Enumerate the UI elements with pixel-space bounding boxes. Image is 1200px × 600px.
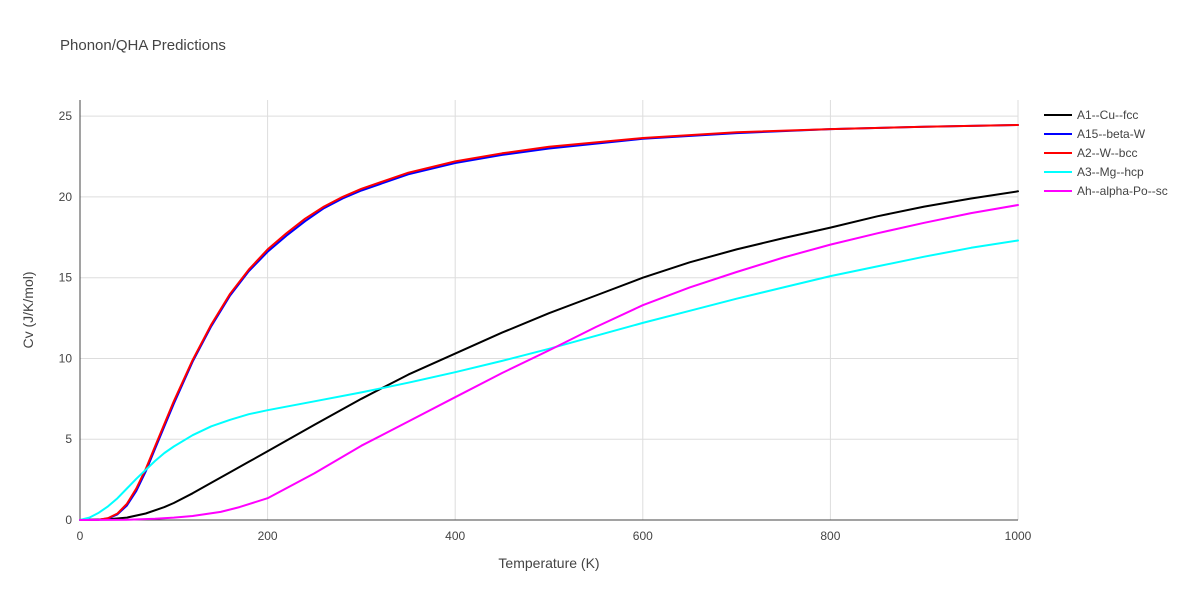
x-tick-label: 600 <box>633 529 653 543</box>
y-tick-label: 10 <box>59 351 73 365</box>
gridlines <box>80 100 1019 520</box>
legend-item[interactable]: A15--beta-W <box>1044 127 1146 141</box>
legend-label: Ah--alpha-Po--sc <box>1077 184 1168 198</box>
legend-label: A3--Mg--hcp <box>1077 165 1144 179</box>
chart-title: Phonon/QHA Predictions <box>60 37 226 54</box>
series-line-a3-mg-hcp <box>79 239 1019 521</box>
series-line-a15-beta-w <box>79 124 1019 521</box>
x-tick-label: 0 <box>77 529 84 543</box>
y-tick-label: 25 <box>59 109 73 123</box>
legend-label: A15--beta-W <box>1077 127 1146 141</box>
x-axis-title: Temperature (K) <box>498 555 599 571</box>
y-tick-label: 5 <box>65 432 72 446</box>
legend[interactable]: A1--Cu--fcc A15--beta-W A2--W--bcc A3--Mg--… <box>1044 108 1168 198</box>
x-tick-label: 1000 <box>1005 529 1032 543</box>
legend-item[interactable]: Ah--alpha-Po--sc <box>1044 184 1168 198</box>
series-line-ah-alpha-po-sc <box>79 204 1019 521</box>
legend-label: A2--W--bcc <box>1077 146 1137 160</box>
legend-label: A1--Cu--fcc <box>1077 108 1138 122</box>
y-tick-label: 20 <box>59 190 73 204</box>
legend-item[interactable]: A2--W--bcc <box>1044 146 1137 160</box>
legend-item[interactable]: A1--Cu--fcc <box>1044 108 1138 122</box>
tick-labels: 0 200 400 600 800 1000 0 5 10 15 20 25 <box>59 109 1032 543</box>
x-tick-label: 400 <box>445 529 465 543</box>
axes <box>79 100 1018 521</box>
y-tick-label: 0 <box>65 513 72 527</box>
series-lines <box>79 124 1019 521</box>
y-tick-label: 15 <box>59 271 73 285</box>
series-line-a1-cu-fcc <box>79 190 1019 521</box>
y-axis-title: Cv (J/K/mol) <box>20 272 36 349</box>
series-line-a2-w-bcc <box>79 124 1019 521</box>
legend-item[interactable]: A3--Mg--hcp <box>1044 165 1144 179</box>
x-tick-label: 800 <box>820 529 840 543</box>
x-tick-label: 200 <box>258 529 278 543</box>
